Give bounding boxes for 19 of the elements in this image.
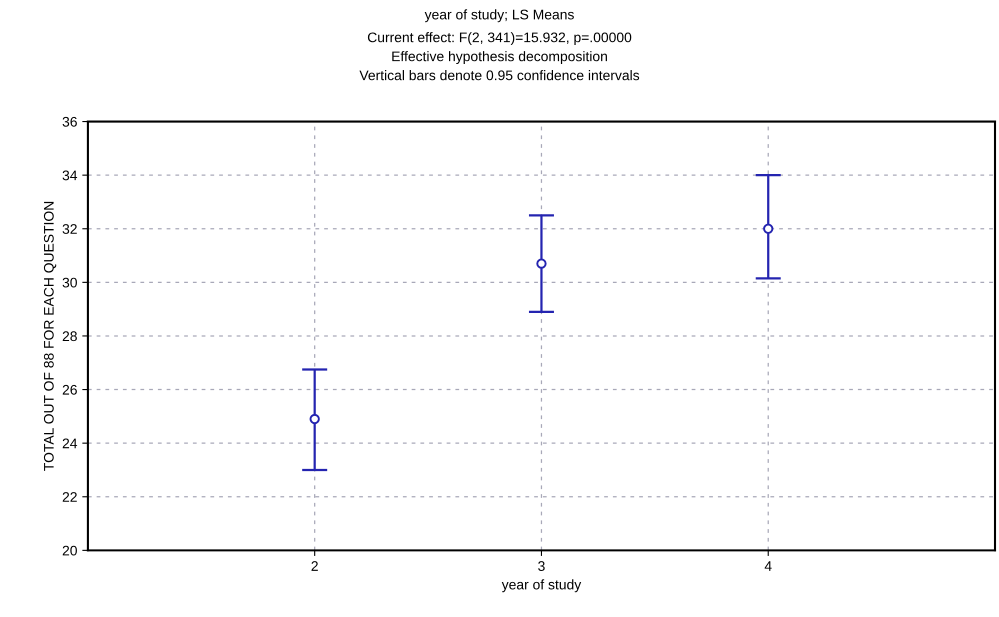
x-tick-label: 2 [312,561,318,571]
y-tick-label: 34 [62,170,78,180]
y-tick-label: 36 [62,116,77,127]
point [763,224,774,234]
y-tick-label: 22 [62,492,77,502]
y-tick-label: 24 [62,438,78,448]
x-tick-label: 3 [538,561,545,571]
chart-title: year of study; LS Means [424,9,574,22]
chart-subtitle: Current effect: F(2, 341)=15.932, p=.00000 Effective hypothesis decomposition Vertical bars denote 0.95 confidence intervals [359,32,640,80]
y-tick-label: 30 [62,278,77,288]
y-axis-title: TOTAL OUT OF 88 FOR EACH QUESTION [44,202,56,471]
y-tick-label: 28 [62,331,77,342]
x-tick-label: 4 [764,561,772,571]
point [310,414,320,424]
y-tick-label: 20 [62,546,77,556]
y-tick-label: 26 [62,384,77,395]
y-tick-label: 32 [62,224,77,234]
point [536,258,547,269]
x-axis-title: year of study [502,579,582,592]
